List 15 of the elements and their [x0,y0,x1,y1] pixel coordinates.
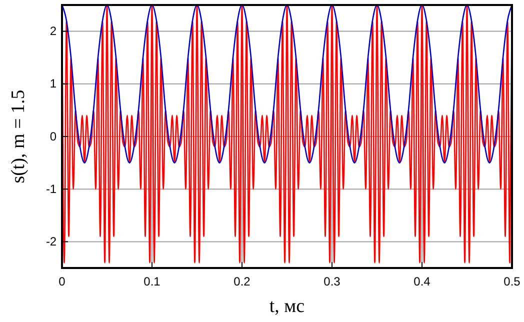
line-series [61,4,513,164]
y-axis-title: s(t), m = 1.5 [8,90,29,184]
x-tick-label: 0.4 [414,274,431,288]
y-tick-label: -1 [46,182,57,196]
x-tick-label: 0.1 [144,274,161,288]
y-tick-label: 2 [50,24,57,38]
x-tick-label: 0 [58,274,66,288]
y-tick-label: 0 [50,129,57,144]
x-tick-label: 0.5 [504,274,521,288]
x-tick-label: 0.2 [234,274,251,288]
x-axis-title: t, мс [269,296,305,317]
line-series [61,4,513,264]
y-tick-label: 1 [50,76,57,91]
y-tick-label: -2 [46,234,57,249]
x-tick-label: 0.3 [324,274,341,288]
